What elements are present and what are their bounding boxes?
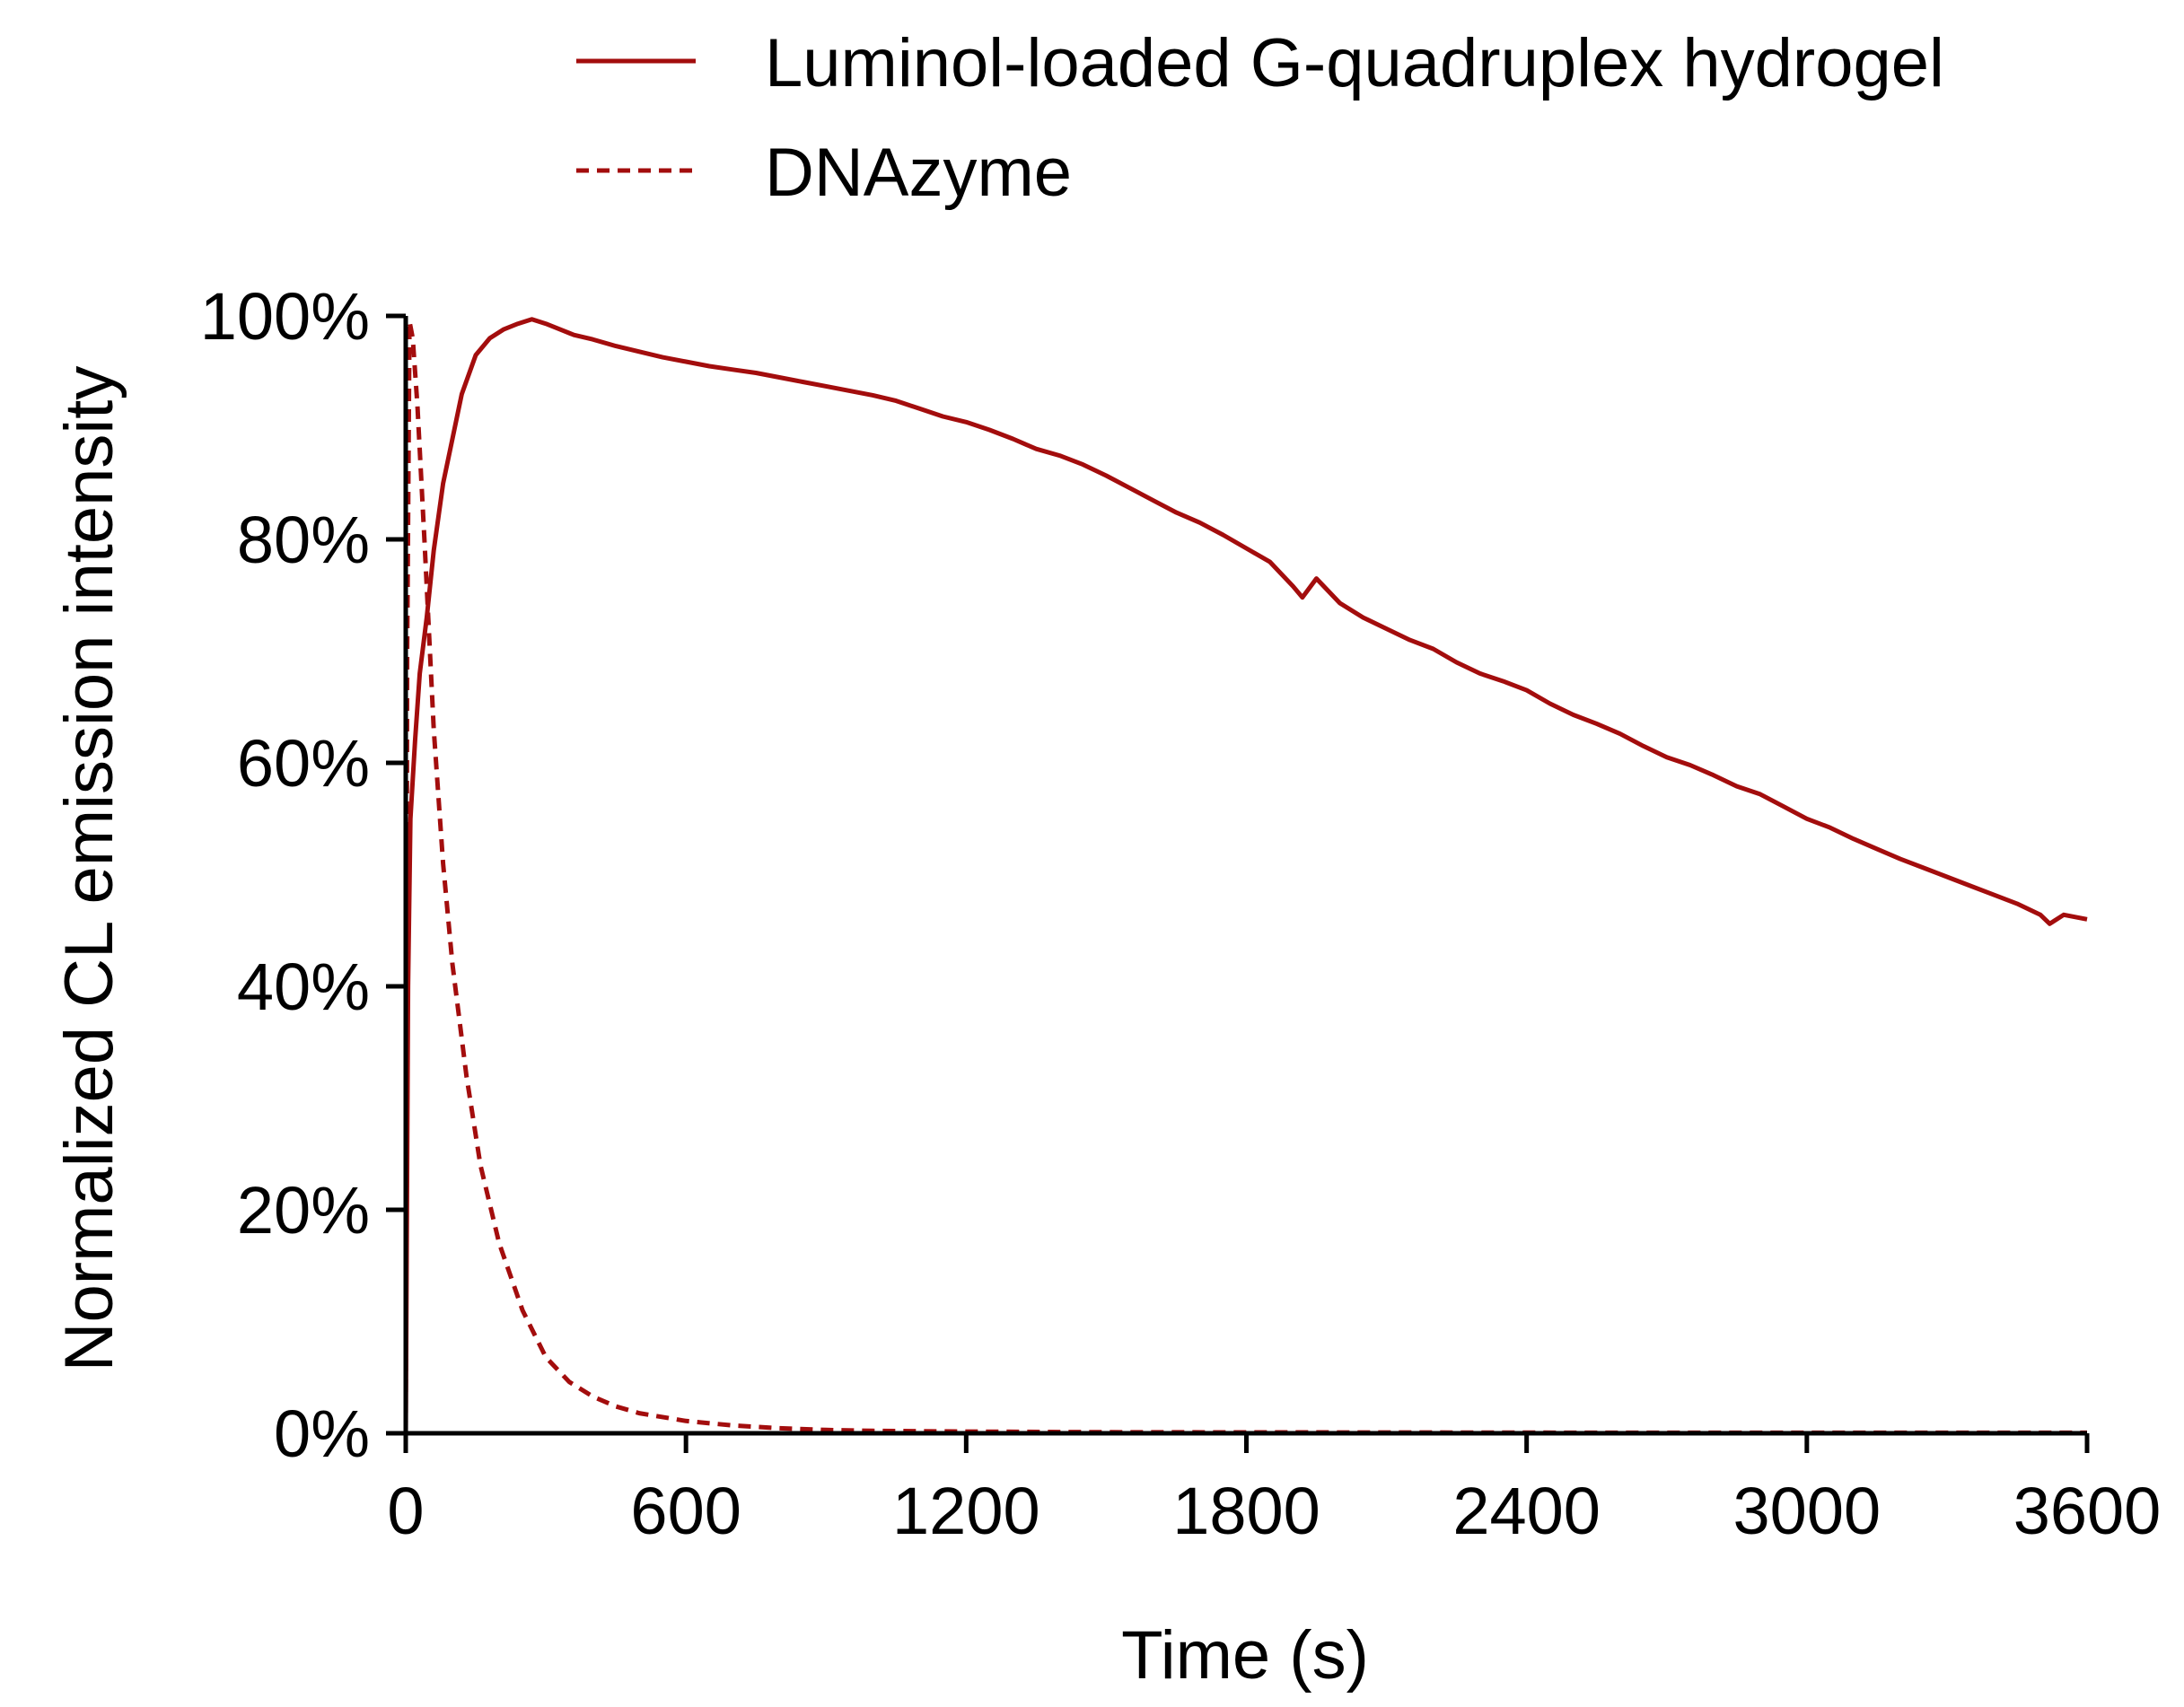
series-line-hydrogel — [403, 317, 2088, 1434]
series-layer — [403, 317, 2088, 1435]
x-axis-ticks: 0 600 1200 1800 2400 3000 3600 — [387, 1433, 2161, 1548]
y-axis-title: Normalized CL emission intensity — [51, 366, 127, 1372]
x-axis-title: Time (s) — [1121, 1617, 1369, 1694]
x-tick-label: 0 — [387, 1474, 424, 1548]
y-tick-label: 80% — [237, 503, 370, 577]
legend-label-dnazyme: DNAzyme — [765, 135, 1072, 211]
y-tick-label: 100% — [200, 279, 370, 354]
y-tick-label: 20% — [237, 1173, 370, 1247]
x-tick-label: 2400 — [1452, 1474, 1601, 1548]
x-tick-label: 600 — [630, 1474, 741, 1548]
legend-label-hydrogel: Luminol-loaded G-quadruplex hydrogel — [765, 25, 1944, 101]
y-axis-ticks: 0% 20% 40% 60% 80% 100% — [200, 279, 406, 1471]
x-tick-label: 1800 — [1172, 1474, 1320, 1548]
x-tick-label: 1200 — [892, 1474, 1040, 1548]
y-tick-label: 0% — [274, 1396, 370, 1471]
y-tick-label: 60% — [237, 726, 370, 801]
y-tick-label: 40% — [237, 950, 370, 1024]
series-line-dnazyme — [403, 319, 2087, 1435]
x-tick-label: 3600 — [2013, 1474, 2162, 1548]
legend: Luminol-loaded G-quadruplex hydrogel DNA… — [576, 25, 1944, 211]
x-tick-label: 3000 — [1733, 1474, 1881, 1548]
